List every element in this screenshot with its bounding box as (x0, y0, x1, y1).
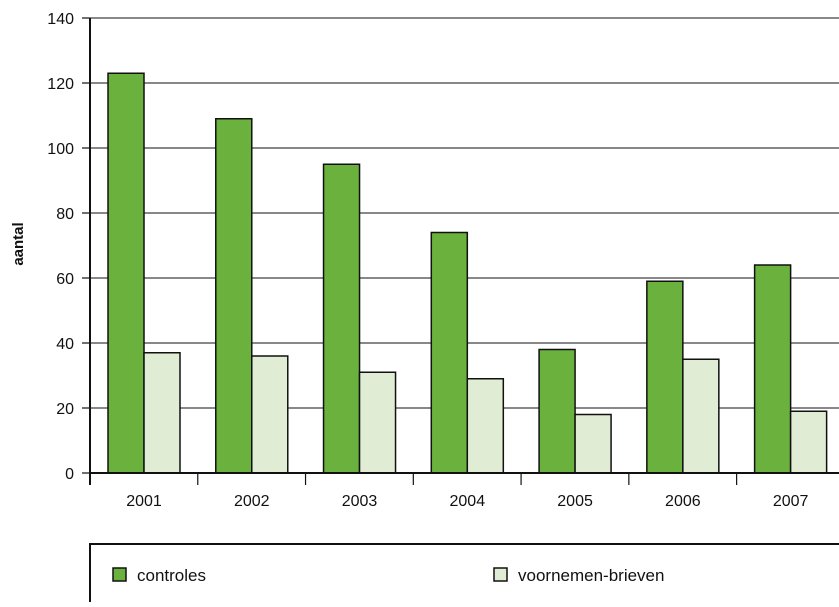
y-tick-label: 80 (56, 206, 74, 223)
y-tick-label: 120 (47, 76, 74, 93)
bar-voornemen-brieven-2002 (251, 355, 289, 474)
bar-controles-2005 (538, 348, 576, 474)
x-tick-label: 2002 (234, 493, 270, 510)
bar-voornemen-brieven-2007 (789, 410, 828, 474)
y-tick-label: 100 (47, 141, 74, 158)
y-tick-label: 60 (56, 271, 74, 288)
bar-controles-2007 (753, 264, 792, 474)
bar-controles-2003 (322, 163, 361, 474)
y-tick-label: 140 (47, 11, 74, 28)
bar-controles-2006 (646, 280, 684, 474)
bar-controles-2002 (215, 118, 253, 474)
y-tick-label: 0 (65, 466, 74, 483)
x-tick-label: 2004 (450, 493, 486, 510)
bars (107, 72, 828, 474)
bar-controles-2004 (430, 231, 469, 474)
bar-voornemen-brieven-2006 (682, 358, 720, 474)
bar-controles-2001 (107, 72, 145, 474)
legend-swatch (112, 567, 127, 582)
legend-label: controles (137, 566, 206, 585)
y-axis-title: aantal (10, 222, 27, 265)
bar-voornemen-brieven-2005 (574, 413, 612, 474)
x-tick-label: 2005 (557, 493, 593, 510)
x-tick-label: 2007 (773, 493, 809, 510)
legend-label: voornemen-brieven (518, 566, 664, 585)
x-tick-label: 2003 (342, 493, 378, 510)
legend-frame (89, 543, 839, 602)
axes: 0 20 40 60 80 100 120 140 2001 2002 2003 2004 2005 20… (47, 11, 839, 510)
bar-voornemen-brieven-2003 (358, 371, 397, 474)
bar-voornemen-brieven-2004 (466, 378, 505, 474)
legend-swatch (493, 567, 508, 582)
y-tick-label: 20 (56, 401, 74, 418)
bar-voornemen-brieven-2001 (143, 352, 181, 474)
x-tick-label: 2006 (665, 493, 701, 510)
x-tick-label: 2001 (126, 493, 162, 510)
legend: controles voornemen-brieven (89, 543, 839, 602)
y-tick-label: 40 (56, 336, 74, 353)
